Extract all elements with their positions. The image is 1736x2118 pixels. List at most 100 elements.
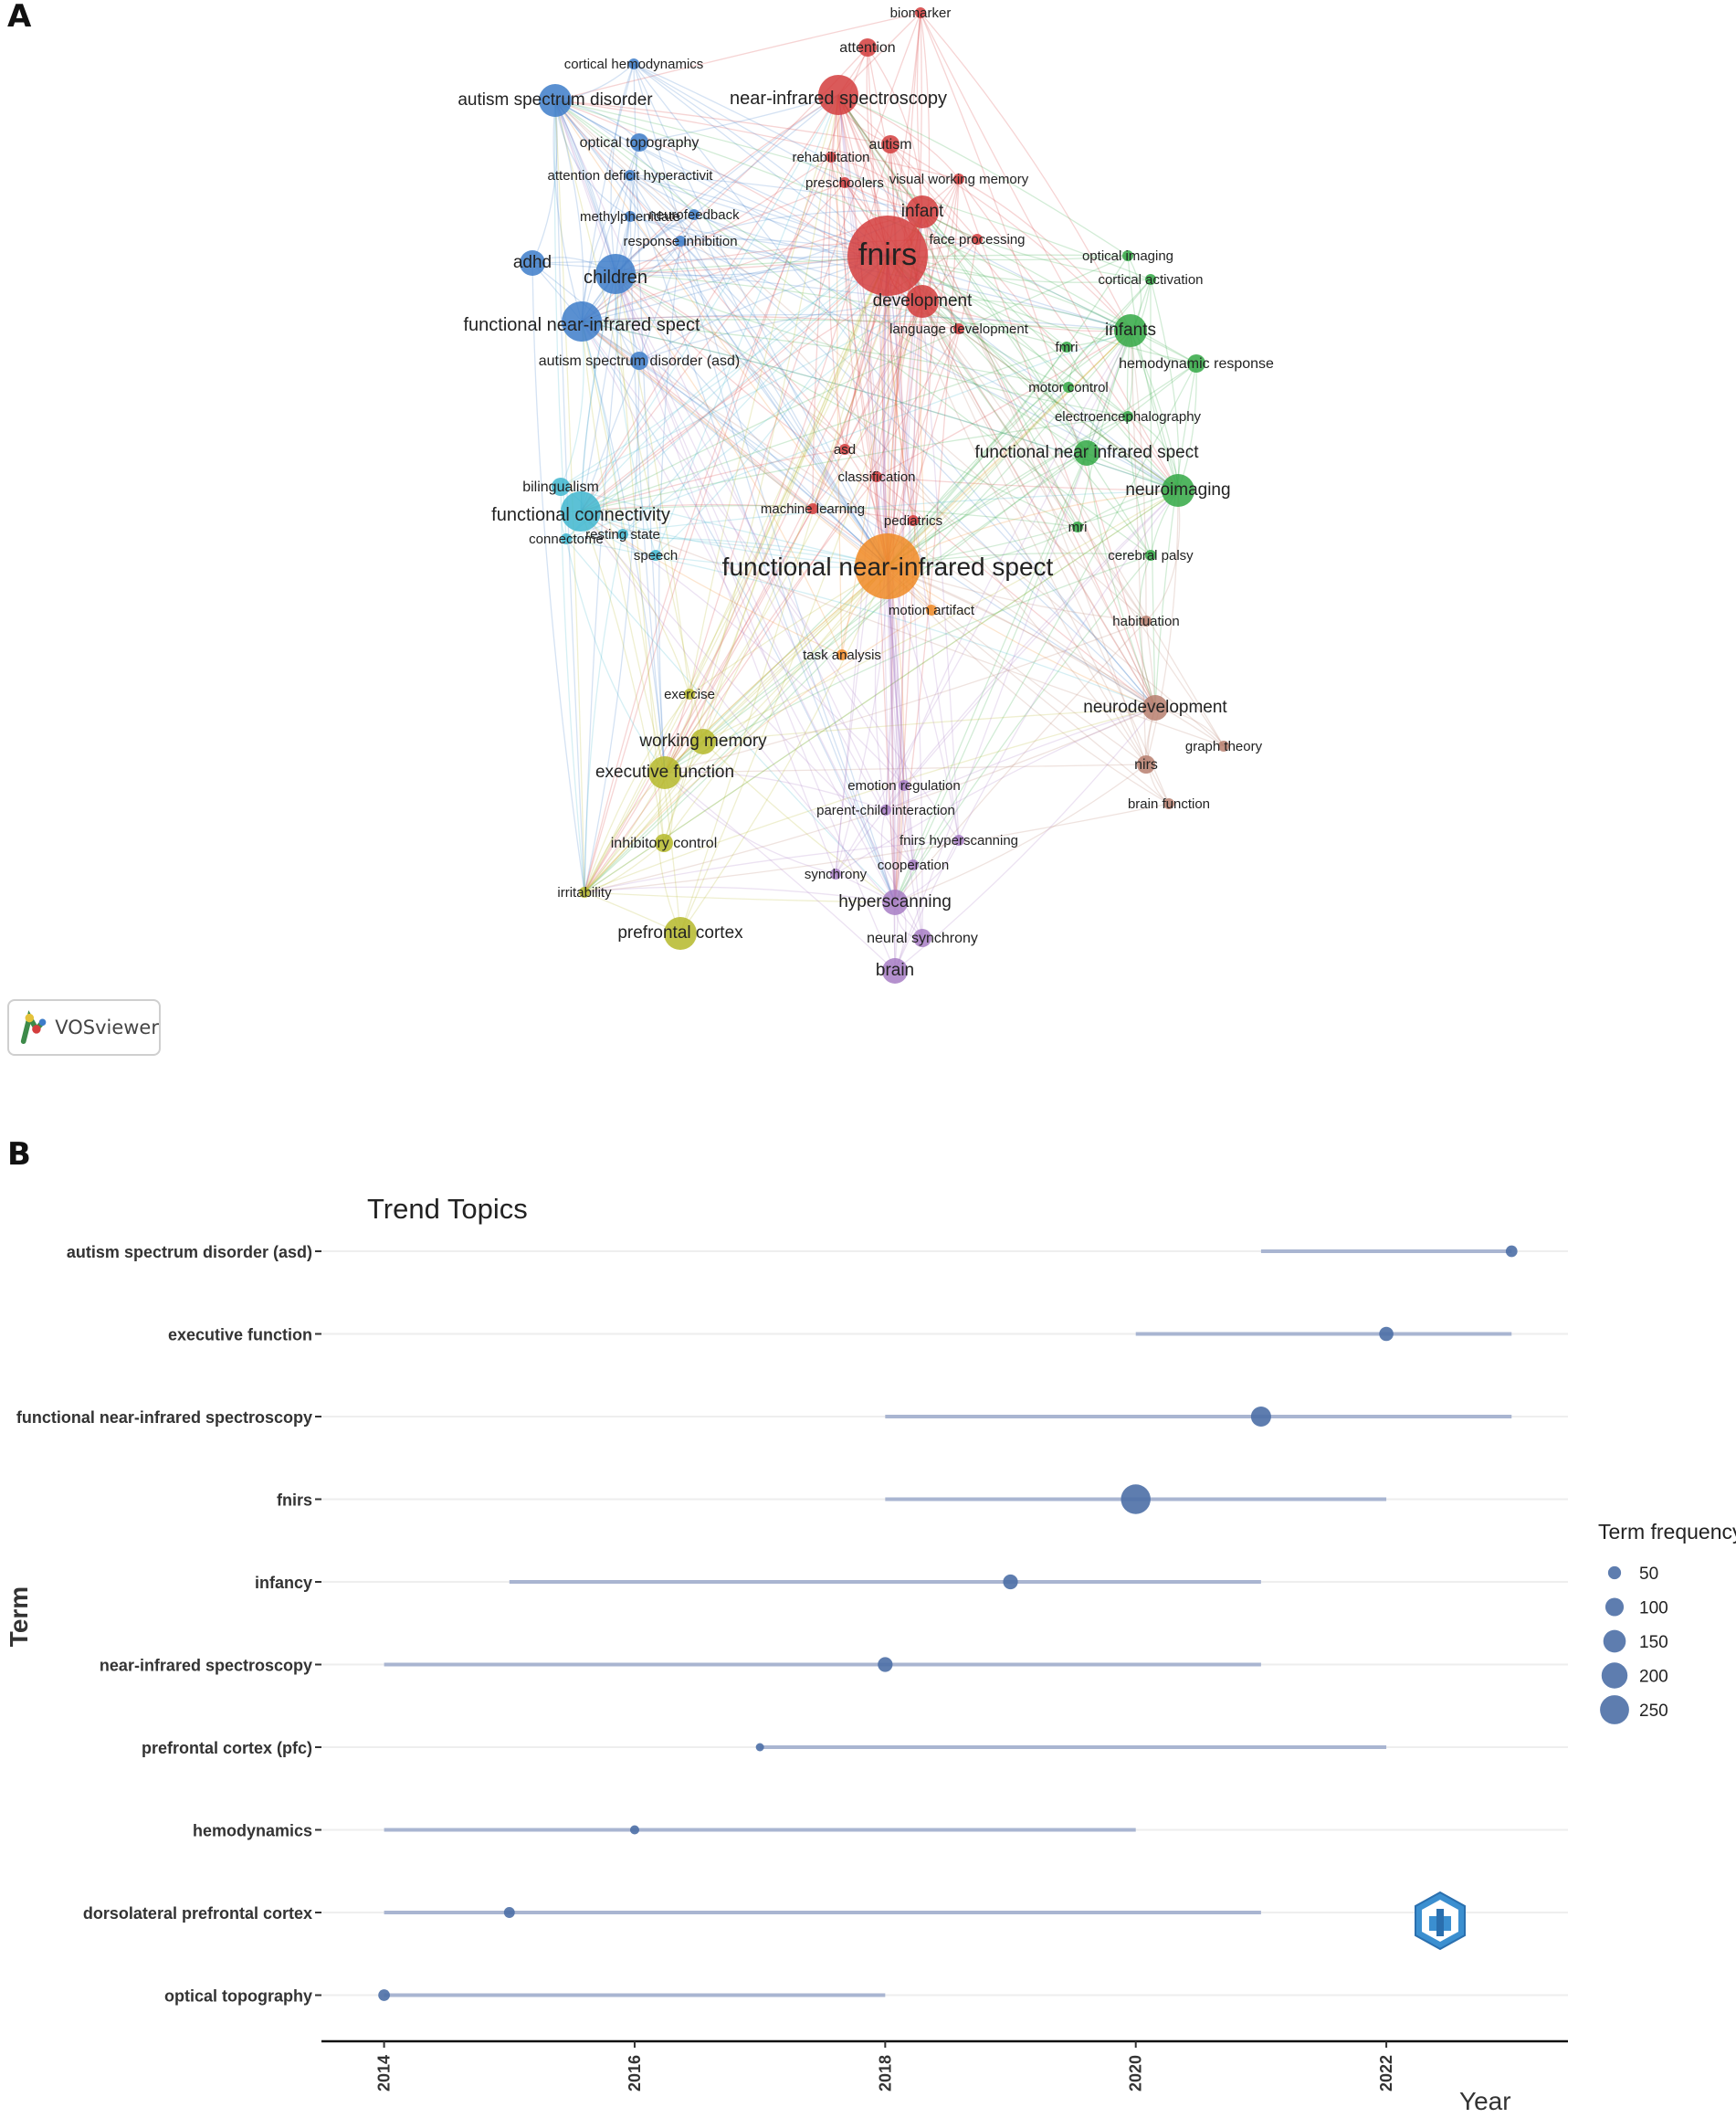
network-node xyxy=(625,211,636,222)
trend-point xyxy=(1250,1406,1271,1428)
trend-topics-chart: Trend Topics autism spectrum disorder (a… xyxy=(5,1193,1736,2115)
network-node xyxy=(1072,522,1083,532)
network-edge xyxy=(554,100,1147,765)
network-node-label: brain function xyxy=(1128,796,1210,812)
network-edge xyxy=(889,143,1179,491)
network-edge xyxy=(554,100,889,567)
legend-title: Term frequency xyxy=(1598,1520,1736,1544)
network-edge xyxy=(894,330,1131,972)
network-node xyxy=(1162,474,1194,507)
network-edge xyxy=(1150,279,1180,491)
network-edge xyxy=(887,255,1147,765)
network-node xyxy=(906,195,939,228)
network-node-label: autism spectrum disorder (asd) xyxy=(539,353,741,369)
network-edge xyxy=(887,565,1147,765)
network-edge xyxy=(664,772,836,875)
table-row: fnirs xyxy=(277,1484,1568,1514)
network-node-label: fnirs xyxy=(858,237,917,272)
network-edge xyxy=(554,100,896,972)
y-axis-title: Term xyxy=(5,1586,33,1647)
network-edge xyxy=(633,63,923,213)
network-edge xyxy=(837,94,960,180)
network-edge xyxy=(615,273,914,866)
network-edge xyxy=(638,300,923,362)
network-node xyxy=(953,174,964,184)
network-edge xyxy=(580,416,1129,512)
network-edge xyxy=(580,255,889,512)
network-edge xyxy=(894,452,1088,903)
network-node-label: electroencephalography xyxy=(1055,409,1202,425)
network-edge xyxy=(584,533,624,893)
network-node xyxy=(855,533,921,599)
network-node xyxy=(1137,755,1155,774)
network-edge xyxy=(1138,554,1156,709)
network-edge xyxy=(921,300,1170,805)
network-edge xyxy=(876,476,1156,709)
network-edge xyxy=(921,300,960,841)
network-node-label: mri xyxy=(1068,520,1088,535)
network-node xyxy=(561,533,572,544)
network-edge xyxy=(638,142,889,567)
network-edge xyxy=(887,255,896,972)
network-edge xyxy=(584,490,1179,893)
x-axis-ticks: 2014 2016 2018 2020 2022 xyxy=(375,2041,1395,2092)
network-edge xyxy=(584,216,631,893)
network-edge xyxy=(1066,346,1179,491)
network-node xyxy=(908,515,919,526)
network-node xyxy=(807,503,818,514)
network-node xyxy=(826,152,836,163)
network-node xyxy=(562,301,602,342)
network-edge xyxy=(565,536,889,567)
legend-label: 150 xyxy=(1639,1633,1668,1652)
term-label: autism spectrum disorder (asd) xyxy=(67,1243,312,1261)
network-edge xyxy=(887,255,1156,709)
network-node-label: resting state xyxy=(585,527,660,543)
network-edge xyxy=(615,182,846,275)
network-edge xyxy=(894,490,1179,972)
term-label: optical topography xyxy=(164,1987,312,2006)
network-edge xyxy=(580,511,843,656)
network-edge xyxy=(702,255,889,743)
network-edge xyxy=(581,321,960,841)
network-edge xyxy=(622,300,923,535)
network-edge xyxy=(679,300,923,934)
network-edge xyxy=(581,321,896,903)
network-edge xyxy=(581,321,1156,709)
network-edge xyxy=(581,321,889,567)
network-edge xyxy=(629,174,923,213)
network-nodes xyxy=(520,7,1229,984)
trend-point xyxy=(1121,1484,1151,1514)
legend-key xyxy=(1600,1695,1629,1724)
network-edge xyxy=(552,100,583,322)
network-edge xyxy=(531,255,889,264)
network-node-label: habituation xyxy=(1112,614,1179,629)
network-edge xyxy=(894,620,1147,903)
network-node xyxy=(882,890,908,915)
network-edge xyxy=(664,300,923,774)
network-edge xyxy=(581,214,695,322)
network-edge xyxy=(689,255,889,695)
network-edge xyxy=(1150,279,1156,709)
co-occurrence-network: fnirs biomarker attention near-infrared spe… xyxy=(458,5,1274,984)
network-edge xyxy=(702,565,889,743)
network-edge xyxy=(887,178,960,567)
network-edge xyxy=(1177,363,1197,491)
network-node xyxy=(655,834,673,852)
network-node xyxy=(1218,741,1229,752)
network-node xyxy=(1061,342,1072,353)
network-edge xyxy=(615,273,914,522)
network-edge xyxy=(894,300,923,903)
network-edge xyxy=(584,508,814,893)
network-node-label: motor control xyxy=(1028,380,1109,395)
network-edge xyxy=(837,94,1225,747)
network-edge xyxy=(837,94,905,786)
network-edge xyxy=(837,94,1129,257)
network-node-label: attention xyxy=(839,40,895,56)
network-node-label: asd xyxy=(834,442,856,458)
network-node xyxy=(630,352,648,370)
network-node-label: near-infrared spectroscopy xyxy=(730,89,947,109)
network-edge xyxy=(629,174,1179,491)
network-edge xyxy=(554,100,887,811)
network-edge xyxy=(664,771,887,811)
network-edge xyxy=(887,255,923,939)
